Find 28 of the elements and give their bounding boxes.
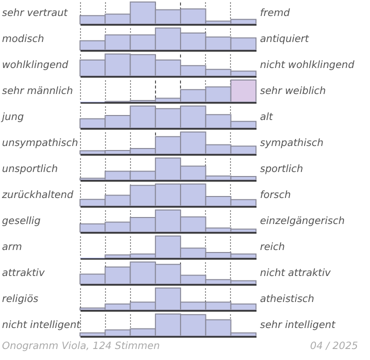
y2-axis-title: sympathisch bbox=[260, 138, 324, 149]
y-axis-title: sehr männlich bbox=[2, 86, 73, 97]
y-axis-title: modisch bbox=[2, 34, 44, 45]
text: 04 / 2025 bbox=[310, 341, 358, 352]
y-axis-title: religiös bbox=[2, 294, 38, 305]
y-axis-title: zurückhaltend bbox=[1, 190, 74, 201]
y2-axis-title: reich bbox=[260, 242, 285, 253]
y2-axis-title: sportlich bbox=[260, 164, 304, 175]
y-axis-title: attraktiv bbox=[2, 268, 46, 279]
y2-axis-title: forsch bbox=[260, 190, 291, 201]
y-axis-title: gesellig bbox=[2, 216, 41, 227]
y2-axis-title: sehr intelligent bbox=[260, 320, 336, 331]
y-axis-title: nicht intelligent bbox=[2, 320, 82, 331]
y2-axis-title: atheistisch bbox=[260, 294, 314, 305]
y2-axis-title: fremd bbox=[260, 8, 291, 19]
y2-axis-title: antiquiert bbox=[260, 34, 310, 45]
y-axis-title: wohlklingend bbox=[2, 60, 69, 71]
y2-axis-title: alt bbox=[260, 112, 274, 123]
y-axis-title: unsportlich bbox=[2, 164, 58, 175]
text: Onogramm Viola, 124 Stimmen bbox=[2, 341, 160, 352]
y2-axis-title: sehr weiblich bbox=[260, 86, 326, 97]
y2-axis-title: nicht attraktiv bbox=[260, 268, 332, 279]
y-axis-title: jung bbox=[0, 112, 24, 123]
y-axis-title: sehr vertraut bbox=[2, 8, 69, 19]
y-axis-title: arm bbox=[2, 242, 22, 253]
y2-axis-title: einzelgängerisch bbox=[260, 216, 345, 227]
y2-axis-title: nicht wohlklingend bbox=[260, 60, 355, 71]
y-axis-title: unsympathisch bbox=[2, 138, 78, 149]
